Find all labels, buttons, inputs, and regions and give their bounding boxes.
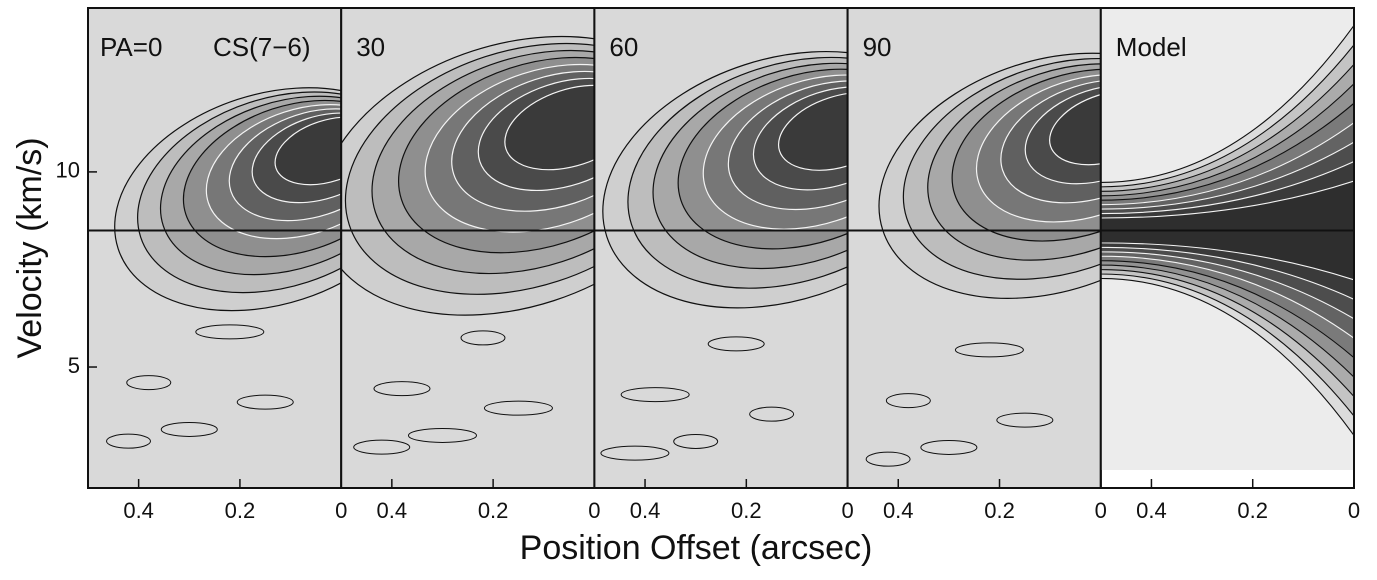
panel xyxy=(594,8,848,488)
contour xyxy=(620,387,690,403)
contour xyxy=(483,400,553,416)
panel-annotation: CS(7−6) xyxy=(213,32,311,62)
x-tick-label: 0 xyxy=(1095,498,1107,523)
x-axis-label: Position Offset (arcsec) xyxy=(520,529,873,567)
panel-frame xyxy=(1099,7,1356,489)
panel-label: Model xyxy=(1116,32,1187,62)
panel-label: 60 xyxy=(609,32,638,62)
x-tick-label: 0.4 xyxy=(630,498,661,523)
y-axis-label: Velocity (km/s) xyxy=(11,137,49,358)
panel xyxy=(847,8,1101,488)
y-tick-label: 5 xyxy=(68,353,80,378)
contour xyxy=(777,92,848,171)
contour xyxy=(274,116,342,186)
y-tick-label: 10 xyxy=(56,158,80,183)
contour xyxy=(106,433,152,449)
x-tick-label: 0 xyxy=(1348,498,1360,523)
contour xyxy=(407,427,477,443)
contour xyxy=(865,451,911,467)
panel-label: 30 xyxy=(356,32,385,62)
contour xyxy=(160,421,218,437)
x-tick-label: 0 xyxy=(335,498,347,523)
x-tick-label: 0.2 xyxy=(731,498,762,523)
contour xyxy=(126,375,172,391)
contour xyxy=(195,324,265,340)
x-tick-label: 0 xyxy=(588,498,600,523)
x-tick-label: 0.2 xyxy=(478,498,509,523)
x-tick-label: 0 xyxy=(841,498,853,523)
contour xyxy=(749,406,795,422)
contour xyxy=(353,439,411,455)
contour xyxy=(954,342,1024,358)
panel-label: PA=0 xyxy=(100,32,162,62)
contour xyxy=(600,445,670,461)
panel xyxy=(88,8,342,488)
x-tick-label: 0.4 xyxy=(883,498,914,523)
panel-label: 90 xyxy=(863,32,892,62)
contour xyxy=(504,84,595,171)
x-tick-label: 0.2 xyxy=(1237,498,1268,523)
contour xyxy=(373,381,431,397)
contour xyxy=(707,336,765,352)
contour xyxy=(885,393,931,409)
contour xyxy=(673,433,719,449)
contour xyxy=(1049,89,1101,166)
panel xyxy=(1100,8,1355,470)
contour xyxy=(236,394,294,410)
x-tick-label: 0.2 xyxy=(225,498,256,523)
contour xyxy=(996,412,1054,428)
contour xyxy=(460,330,506,346)
x-tick-label: 0.4 xyxy=(377,498,408,523)
contour xyxy=(920,439,978,455)
x-tick-label: 0.4 xyxy=(123,498,154,523)
panel xyxy=(341,8,595,488)
x-tick-label: 0.4 xyxy=(1136,498,1167,523)
x-tick-label: 0.2 xyxy=(984,498,1015,523)
